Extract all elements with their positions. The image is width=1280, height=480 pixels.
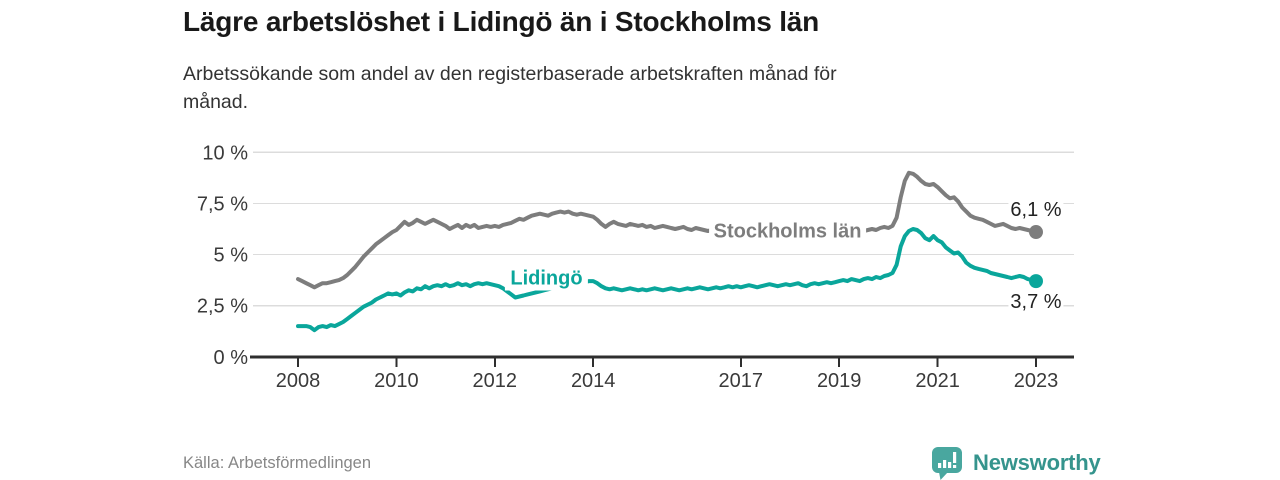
series-line-liding- bbox=[296, 227, 1038, 333]
x-axis-tick-label: 2012 bbox=[473, 370, 518, 392]
chart-title: Lägre arbetslöshet i Lidingö än i Stockh… bbox=[183, 6, 820, 37]
y-axis-tick-label: 10 % bbox=[202, 142, 248, 164]
x-axis-tick-label: 2023 bbox=[1014, 370, 1059, 392]
x-axis-tick-label: 2010 bbox=[374, 370, 419, 392]
end-value-label: 6,1 % bbox=[1008, 199, 1064, 223]
chart-subtitle: Arbetssökande som andel av den registerb… bbox=[183, 60, 1083, 116]
series-end-dot bbox=[1029, 274, 1043, 289]
source-text: Källa: Arbetsförmedlingen bbox=[183, 454, 372, 472]
y-axis-tick-label: 7,5 % bbox=[197, 193, 248, 215]
brand-name: Newsworthy bbox=[973, 450, 1101, 475]
y-axis-tick-label: 5 % bbox=[214, 245, 249, 267]
x-axis-tick-label: 2014 bbox=[571, 370, 616, 392]
x-axis-tick-label: 2008 bbox=[276, 370, 321, 392]
y-axis-tick-label: 0 % bbox=[214, 347, 249, 369]
chart-subtitle-line-1: Arbetssökande som andel av den registerb… bbox=[183, 63, 837, 85]
end-value-label: 3,7 % bbox=[1008, 291, 1064, 315]
y-axis-tick-label: 2,5 % bbox=[197, 296, 248, 318]
series-line-stockholms-l-n bbox=[296, 170, 1038, 290]
brand-logo: Newsworthy bbox=[931, 446, 1101, 480]
chart-subtitle-line-2: månad. bbox=[183, 91, 249, 113]
x-axis-tick-label: 2017 bbox=[719, 370, 764, 392]
series-end-dot bbox=[1029, 225, 1043, 240]
x-axis-tick-label: 2021 bbox=[915, 370, 960, 392]
bar-chart-speech-bubble-icon bbox=[932, 447, 962, 480]
x-axis-tick-label: 2019 bbox=[817, 370, 862, 392]
series-label-stockholms-l-n: Stockholms län bbox=[708, 220, 867, 244]
series-label-liding-: Lidingö bbox=[505, 267, 588, 291]
